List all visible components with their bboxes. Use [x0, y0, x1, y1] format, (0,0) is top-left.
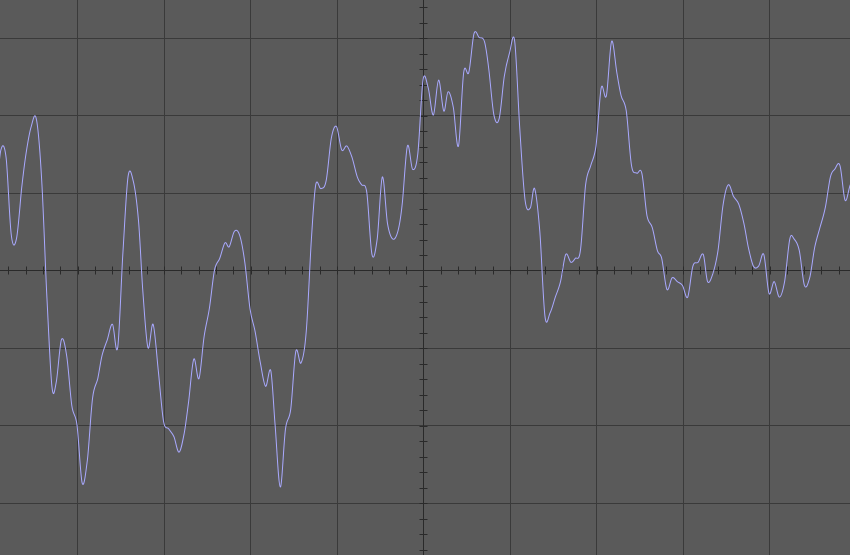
axis-ticks [8, 7, 840, 551]
signal-trace [0, 31, 850, 488]
